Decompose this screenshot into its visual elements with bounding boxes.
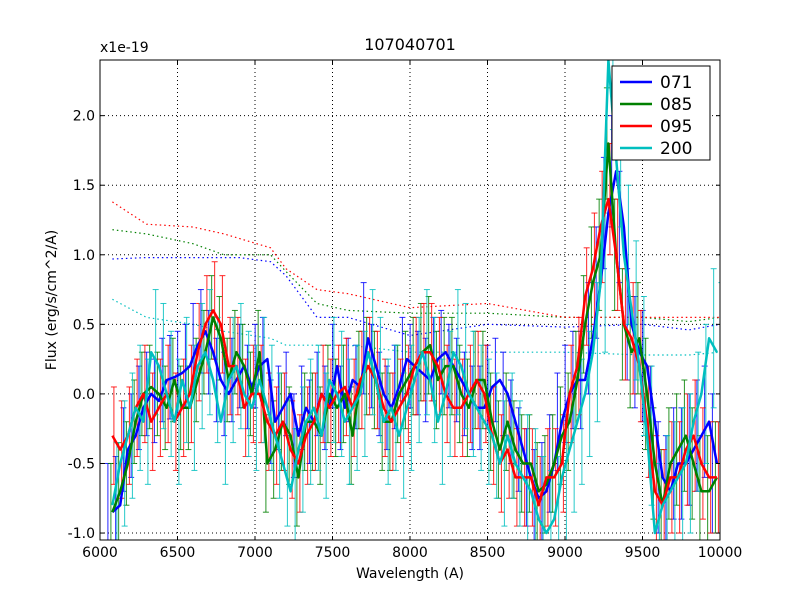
legend-label-071: 071 [660, 73, 692, 93]
x-tick-label: 6000 [82, 545, 118, 561]
y-tick-label: 1.5 [73, 178, 95, 194]
axis-ticks: 6000 6500 7000 7500 8000 8500 9000 9500 10000 -1.… [68, 60, 743, 561]
legend-label-085: 085 [660, 95, 692, 115]
legend-label-095: 095 [660, 117, 692, 137]
chart-title: 107040701 [364, 35, 456, 54]
series-line-071 [111, 170, 719, 514]
y-tick-label: -1.0 [68, 526, 95, 542]
x-tick-label: 7500 [315, 545, 351, 561]
x-tick-label: 7000 [237, 545, 273, 561]
noise-curve-200 [112, 298, 720, 356]
x-tick-label: 9000 [547, 545, 583, 561]
legend-label-200: 200 [660, 139, 692, 159]
y-axis-label: Flux (erg/s/cm^2/A) [44, 230, 60, 370]
x-tick-label: 6500 [160, 545, 196, 561]
y-tick-label: 2.0 [73, 109, 95, 125]
noise-curves [112, 201, 720, 356]
y-tick-label: 0.5 [73, 317, 95, 333]
x-tick-label: 10000 [698, 545, 743, 561]
y-tick-label: 0.0 [73, 387, 95, 403]
series-line-095 [111, 197, 717, 507]
x-axis-label: Wavelength (A) [356, 566, 464, 582]
x-tick-label: 8000 [392, 545, 428, 561]
y-multiplier-label: x1e-19 [100, 40, 149, 56]
y-tick-label: 1.0 [73, 248, 95, 264]
y-tick-label: -0.5 [68, 456, 95, 472]
x-tick-label: 8500 [470, 545, 506, 561]
x-tick-label: 9500 [625, 545, 661, 561]
